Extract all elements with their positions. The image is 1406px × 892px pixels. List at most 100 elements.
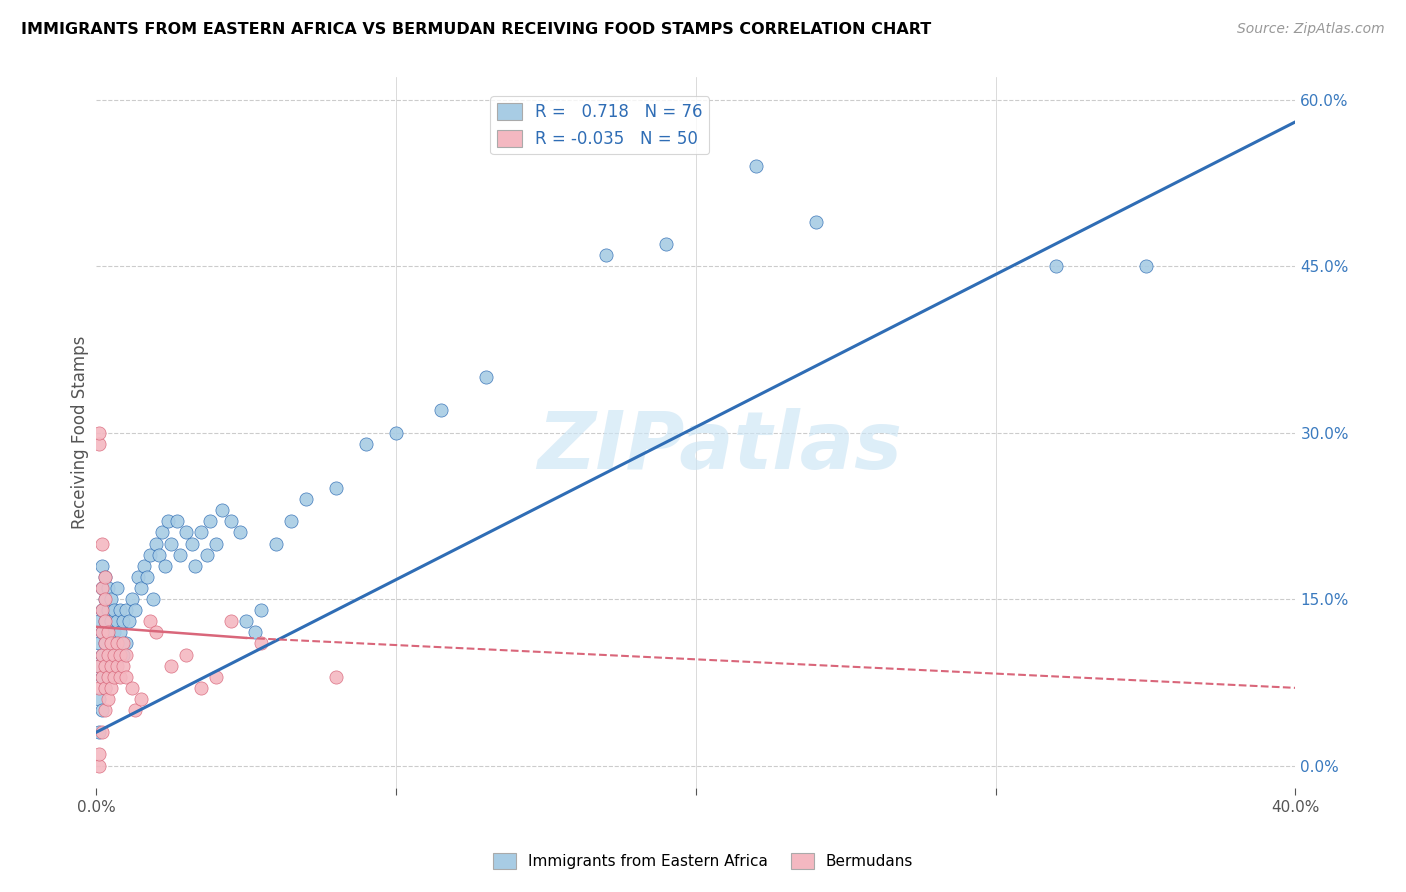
Point	[150, 525, 173, 540]
Point	[91, 536, 114, 550]
Point	[205, 670, 228, 684]
Point	[184, 558, 207, 573]
Point	[97, 625, 120, 640]
Point	[121, 681, 143, 695]
Point	[295, 492, 318, 507]
Point	[94, 614, 117, 628]
Point	[325, 670, 347, 684]
Point	[166, 515, 188, 529]
Point	[198, 515, 221, 529]
Point	[91, 558, 114, 573]
Point	[129, 581, 152, 595]
Point	[91, 725, 114, 739]
Point	[89, 747, 111, 762]
Point	[89, 436, 111, 450]
Point	[153, 558, 176, 573]
Point	[325, 481, 347, 495]
Point	[1135, 259, 1157, 273]
Point	[250, 636, 273, 650]
Point	[105, 636, 128, 650]
Point	[181, 536, 204, 550]
Point	[195, 548, 218, 562]
Point	[115, 636, 138, 650]
Point	[91, 625, 114, 640]
Point	[94, 703, 117, 717]
Point	[103, 670, 125, 684]
Point	[190, 525, 212, 540]
Point	[108, 670, 131, 684]
Point	[127, 570, 149, 584]
Point	[108, 625, 131, 640]
Point	[190, 681, 212, 695]
Point	[475, 370, 498, 384]
Legend: Immigrants from Eastern Africa, Bermudans: Immigrants from Eastern Africa, Bermudan…	[486, 847, 920, 875]
Point	[103, 648, 125, 662]
Point	[169, 548, 191, 562]
Point	[134, 558, 156, 573]
Text: Source: ZipAtlas.com: Source: ZipAtlas.com	[1237, 22, 1385, 37]
Point	[148, 548, 170, 562]
Point	[174, 525, 197, 540]
Point	[89, 425, 111, 440]
Y-axis label: Receiving Food Stamps: Receiving Food Stamps	[72, 336, 89, 529]
Point	[91, 648, 114, 662]
Point	[89, 658, 111, 673]
Point	[108, 603, 131, 617]
Point	[91, 648, 114, 662]
Point	[124, 703, 146, 717]
Point	[91, 625, 114, 640]
Point	[94, 592, 117, 607]
Point	[205, 536, 228, 550]
Point	[94, 658, 117, 673]
Text: IMMIGRANTS FROM EASTERN AFRICA VS BERMUDAN RECEIVING FOOD STAMPS CORRELATION CHA: IMMIGRANTS FROM EASTERN AFRICA VS BERMUD…	[21, 22, 931, 37]
Point	[100, 681, 122, 695]
Point	[250, 603, 273, 617]
Point	[139, 548, 162, 562]
Point	[97, 581, 120, 595]
Point	[97, 692, 120, 706]
Point	[91, 670, 114, 684]
Point	[219, 515, 242, 529]
Point	[112, 658, 135, 673]
Point	[280, 515, 302, 529]
Point	[174, 648, 197, 662]
Point	[160, 658, 183, 673]
Point	[595, 248, 617, 262]
Point	[100, 658, 122, 673]
Point	[745, 159, 768, 173]
Point	[100, 614, 122, 628]
Point	[118, 614, 141, 628]
Point	[97, 648, 120, 662]
Point	[89, 681, 111, 695]
Point	[89, 658, 111, 673]
Point	[91, 581, 114, 595]
Point	[145, 625, 167, 640]
Point	[112, 636, 135, 650]
Point	[385, 425, 408, 440]
Point	[91, 603, 114, 617]
Point	[105, 658, 128, 673]
Point	[235, 614, 257, 628]
Point	[115, 648, 138, 662]
Point	[157, 515, 180, 529]
Point	[112, 648, 135, 662]
Point	[94, 681, 117, 695]
Point	[94, 592, 117, 607]
Point	[100, 592, 122, 607]
Point	[91, 581, 114, 595]
Point	[89, 614, 111, 628]
Point	[112, 614, 135, 628]
Point	[103, 625, 125, 640]
Point	[105, 614, 128, 628]
Point	[219, 614, 242, 628]
Point	[91, 670, 114, 684]
Point	[160, 536, 183, 550]
Point	[1045, 259, 1067, 273]
Legend: R =   0.718   N = 76, R = -0.035   N = 50: R = 0.718 N = 76, R = -0.035 N = 50	[491, 96, 710, 154]
Point	[105, 581, 128, 595]
Point	[100, 636, 122, 650]
Point	[94, 681, 117, 695]
Point	[354, 436, 377, 450]
Point	[145, 536, 167, 550]
Point	[94, 570, 117, 584]
